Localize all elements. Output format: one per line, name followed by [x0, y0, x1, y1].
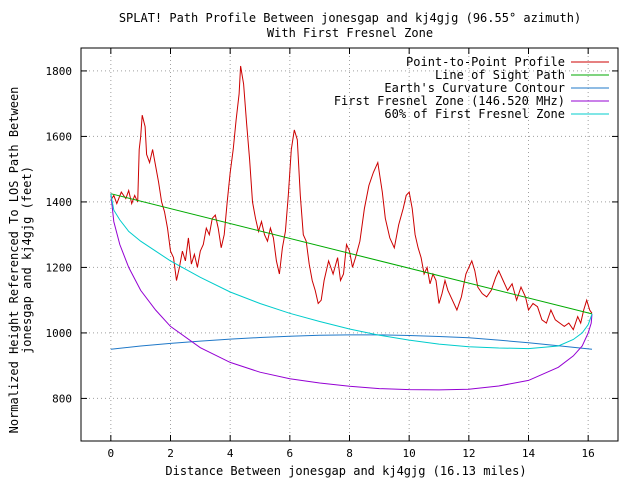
- series-line: [110, 65, 593, 331]
- y-axis-label-line-1: Normalized Height Referenced To LOS Path…: [7, 87, 21, 434]
- y-tick-label: 1000: [46, 327, 73, 340]
- legend-label: First Fresnel Zone (146.520 MHz): [334, 94, 565, 108]
- series-line: [110, 334, 593, 350]
- legend-label: 60% of First Fresnel Zone: [384, 107, 565, 121]
- x-tick-label: 2: [167, 447, 174, 460]
- y-axis-label-line-2: jonesgap and kj4gjg (feet): [20, 166, 34, 354]
- x-axis-label: Distance Between jonesgap and kj4gjg (16…: [165, 464, 526, 478]
- series-line: [110, 193, 593, 350]
- axes: [80, 47, 619, 442]
- y-tick-label: 1400: [46, 196, 73, 209]
- x-tick-label: 10: [403, 447, 416, 460]
- series-lines: [110, 65, 593, 391]
- x-tick-label: 4: [227, 447, 234, 460]
- series-line: [110, 193, 593, 391]
- x-tick-label: 14: [522, 447, 536, 460]
- y-tick-label: 1600: [46, 130, 73, 143]
- legend-label: Earth's Curvature Contour: [384, 81, 565, 95]
- y-tick-label: 800: [52, 392, 72, 405]
- grid-lines: [81, 48, 618, 441]
- legend-label: Point-to-Point Profile: [406, 55, 565, 69]
- x-tick-label: 6: [287, 447, 294, 460]
- series-line: [110, 193, 593, 315]
- x-tick-label: 0: [108, 447, 115, 460]
- chart-subtitle: With First Fresnel Zone: [267, 26, 433, 40]
- chart-title: SPLAT! Path Profile Between jonesgap and…: [119, 11, 581, 25]
- y-tick-label: 1200: [46, 261, 73, 274]
- x-tick-label: 8: [346, 447, 353, 460]
- x-tick-label: 12: [462, 447, 475, 460]
- tick-labels: 0 2 4 6 8 10 12 14 16 800 1000 1200 1400 1600 1800: [46, 65, 595, 460]
- legend-label: Line of Sight Path: [435, 68, 565, 82]
- x-tick-label: 16: [582, 447, 595, 460]
- y-tick-label: 1800: [46, 65, 73, 78]
